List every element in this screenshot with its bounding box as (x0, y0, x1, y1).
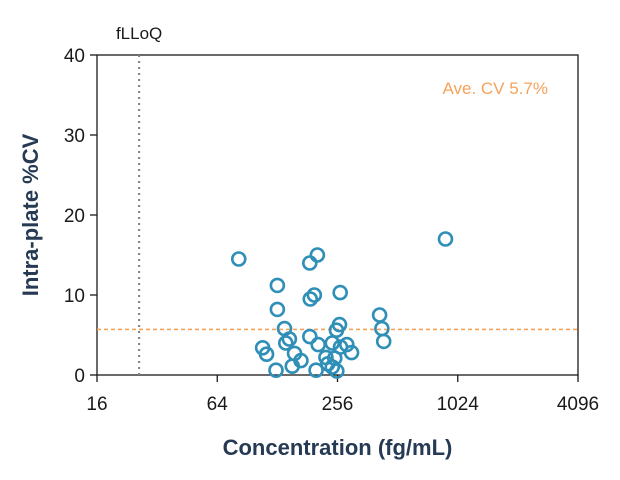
data-points (230, 231, 454, 379)
data-point (371, 307, 388, 323)
data-point (329, 363, 345, 379)
y-tick-label: 40 (64, 46, 85, 67)
lloq-label: fLLoQ (116, 24, 162, 43)
x-tick-label: 4096 (557, 394, 599, 415)
plot-border (96, 54, 579, 376)
data-point (301, 255, 318, 271)
data-point (324, 359, 341, 375)
data-point (281, 331, 298, 347)
data-point (284, 358, 301, 375)
x-axis-title: Concentration (fg/mL) (223, 435, 453, 460)
reference-lines (97, 55, 578, 375)
x-tick-label: 256 (322, 394, 354, 415)
data-point (269, 301, 286, 318)
y-axis-title: Intra-plate %CV (18, 133, 43, 296)
data-point (375, 333, 392, 350)
data-point (343, 344, 360, 361)
y-tick-label: 10 (64, 286, 85, 307)
data-point (302, 291, 319, 307)
data-point (258, 346, 275, 363)
y-tick-label: 30 (64, 126, 85, 147)
data-point (332, 284, 348, 301)
data-point (230, 251, 247, 267)
data-point (306, 287, 323, 303)
x-tick-label: 64 (207, 394, 229, 415)
data-point (268, 362, 284, 379)
data-point (310, 336, 327, 353)
chart-labels: fLLoQ Ave. CV 5.7% Concentration (fg/mL)… (18, 24, 548, 460)
data-point (309, 247, 326, 263)
x-tick-label: 1024 (437, 394, 480, 415)
data-point (301, 328, 318, 345)
data-point (339, 336, 355, 353)
data-point (269, 277, 286, 294)
avg-cv-label: Ave. CV 5.7% (442, 79, 548, 98)
data-point (277, 335, 294, 351)
y-tick-label: 20 (64, 206, 85, 227)
data-point (308, 362, 324, 379)
axis-ticks: 16 64 256 1024 4096 0 10 20 30 40 (64, 46, 599, 415)
data-point (437, 231, 454, 247)
data-point (324, 335, 341, 351)
x-tick-label: 16 (86, 394, 107, 415)
y-tick-label: 0 (74, 366, 85, 387)
plot-area (96, 54, 579, 376)
